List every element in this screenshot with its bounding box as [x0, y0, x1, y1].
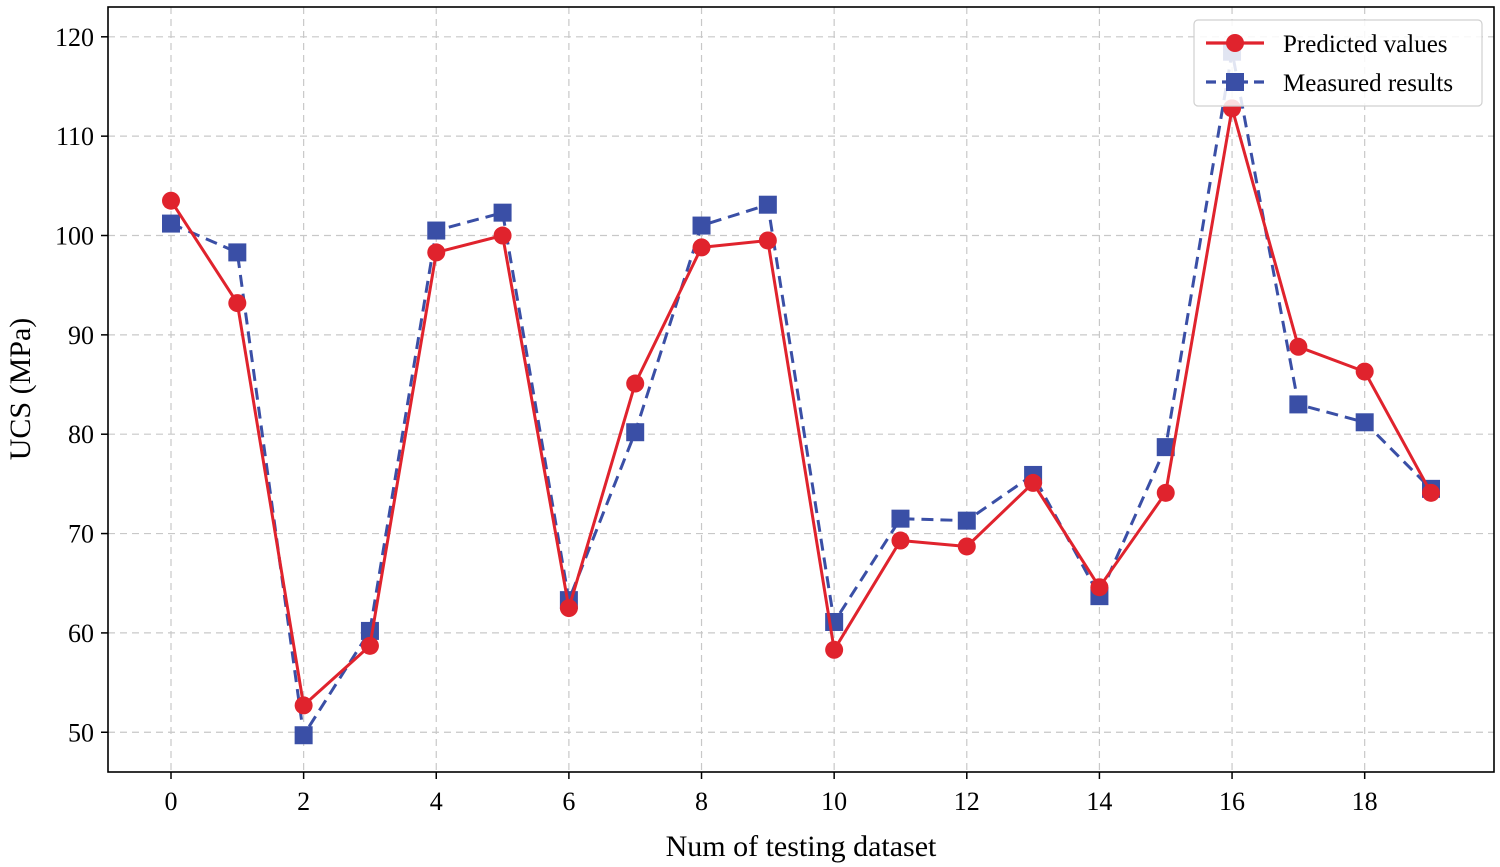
predicted-values-point	[1289, 337, 1308, 356]
y-tick-label: 60	[68, 619, 94, 648]
measured-results-point	[493, 203, 512, 222]
y-tick-label: 70	[68, 520, 94, 549]
predicted-values-point	[891, 531, 910, 550]
predicted-values-point	[1355, 362, 1374, 381]
predicted-values-point	[360, 636, 379, 655]
y-tick-label: 50	[68, 718, 94, 747]
predicted-values-point	[1024, 473, 1043, 492]
y-tick-label: 120	[55, 23, 94, 52]
measured-results-point	[427, 221, 446, 240]
measured-results-point	[1355, 413, 1374, 432]
legend-box	[1193, 19, 1483, 107]
measured-results-point	[1156, 438, 1175, 457]
predicted-values-point	[692, 238, 711, 257]
legend: Predicted values Measured results	[1193, 19, 1483, 107]
predicted-values-point	[427, 243, 446, 262]
y-tick-label: 110	[56, 122, 94, 151]
x-tick-label: 0	[165, 787, 178, 816]
predicted-values-point	[957, 537, 976, 556]
measured-results-point	[1289, 395, 1308, 414]
predicted-values-point	[1090, 578, 1109, 597]
predicted-values-point	[758, 231, 777, 250]
predicted-values-point	[1422, 483, 1440, 502]
measured-results-point	[228, 243, 247, 262]
predicted-values-point	[162, 191, 180, 210]
legend-measured-label: Measured results	[1283, 70, 1453, 97]
measured-results-line	[170, 50, 1433, 737]
x-tick-label: 4	[430, 787, 443, 816]
measured-results-point	[758, 195, 777, 214]
x-tick-label: 14	[1086, 787, 1112, 816]
predicted-values-line	[169, 106, 1433, 707]
measured-results-point	[162, 214, 180, 233]
measured-results-point	[891, 509, 910, 528]
y-tick-label: 90	[68, 321, 94, 350]
legend-predicted-label: Predicted values	[1283, 31, 1448, 58]
predicted-values-point	[228, 294, 247, 313]
grid-layer	[108, 7, 1494, 772]
x-axis-label: Num of testing dataset	[666, 830, 937, 863]
x-tick-label: 18	[1352, 787, 1378, 816]
plot-area-frame	[107, 6, 1495, 773]
measured-results-point	[957, 511, 976, 530]
y-tick-label: 100	[55, 222, 94, 251]
measured-results-point	[692, 216, 711, 235]
predicted-values-point	[559, 599, 578, 618]
x-tick-label: 2	[297, 787, 310, 816]
x-tick-label: 8	[695, 787, 708, 816]
predicted-values-point	[1156, 483, 1175, 502]
measured-results-point	[626, 423, 645, 442]
legend-measured-marker	[1226, 73, 1244, 91]
legend-predicted-marker	[1226, 34, 1244, 52]
y-tick-label: 80	[68, 420, 94, 449]
series-layer	[162, 42, 1440, 745]
x-tick-label: 16	[1219, 787, 1245, 816]
x-tick-label: 10	[821, 787, 847, 816]
predicted-values-point	[626, 374, 645, 393]
y-axis-label: UCS (MPa)	[4, 318, 37, 461]
predicted-values-point	[825, 640, 844, 659]
tick-layer: 0 2 4 6 8 10 12 14 16 18 50 60 70 80 90 100 110 120	[55, 23, 1378, 816]
x-tick-label: 6	[562, 787, 575, 816]
measured-results-point	[294, 726, 313, 745]
predicted-values-point	[294, 696, 313, 715]
predicted-values-point	[493, 226, 512, 245]
x-tick-label: 12	[954, 787, 980, 816]
